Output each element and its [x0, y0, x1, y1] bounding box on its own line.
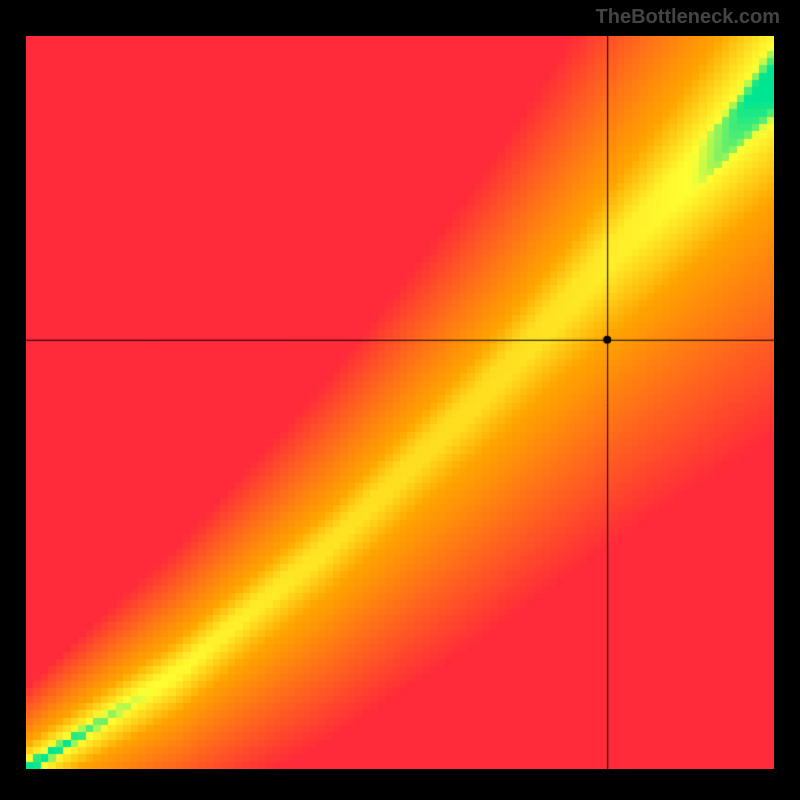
- bottleneck-heatmap: [26, 36, 774, 769]
- heatmap-canvas: [26, 36, 774, 769]
- watermark-text: TheBottleneck.com: [596, 6, 780, 29]
